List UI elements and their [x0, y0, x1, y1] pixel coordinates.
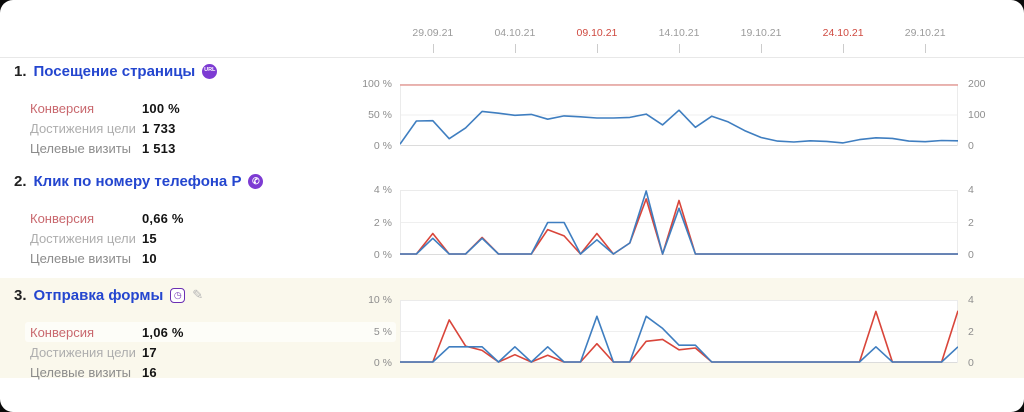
conversion-label: Конверсия	[30, 324, 95, 340]
chart-form-submit: 10 % 5 % 0 % 4 2 0	[368, 294, 974, 369]
target-visits-label: Целевые визиты	[30, 140, 132, 156]
goal-reaches-value: 1 733	[142, 120, 176, 136]
stat-row-goal-reaches: Достижения цели 15	[25, 228, 396, 248]
conversion-value: 0,66 %	[142, 210, 184, 226]
goal-title-link[interactable]: Клик по номеру телефона Р	[33, 172, 242, 190]
header-separator	[0, 57, 1024, 58]
goal-reaches-label: Достижения цели	[30, 120, 136, 136]
goal-stats: Конверсия 1,06 % Достижения цели 17 Целе…	[25, 322, 396, 382]
goal-number: 1.	[14, 62, 27, 80]
date-tick-mark	[925, 44, 927, 53]
date-tick-label: 24.10.21	[822, 27, 864, 39]
date-tick-label: 19.10.21	[740, 27, 782, 39]
goal-title-link[interactable]: Посещение страницы	[33, 62, 196, 80]
form-goal-icon: ◷	[170, 287, 186, 303]
goal-number: 2.	[14, 172, 27, 190]
right-axis-tick-label: 200	[968, 78, 986, 90]
right-axis-tick-label: 100	[968, 109, 986, 121]
target-visits-label: Целевые визиты	[30, 364, 132, 380]
stat-row-goal-reaches: Достижения цели 17	[25, 342, 396, 362]
right-axis-tick-label: 0	[968, 357, 974, 369]
right-axis-tick-label: 4	[968, 294, 974, 306]
chart-page-visit: 100 % 50 % 0 % 200 100 0	[362, 78, 985, 152]
series-visits-line	[400, 109, 958, 145]
target-visits-value: 10	[142, 250, 157, 266]
left-axis-tick-label: 5 %	[373, 325, 392, 338]
left-axis-tick-label: 4 %	[373, 184, 392, 196]
goal-title-link[interactable]: Отправка формы	[33, 286, 164, 304]
conversion-chart-svg	[400, 300, 958, 363]
date-tick-mark	[432, 44, 434, 53]
left-axis-tick-label: 100 %	[362, 78, 392, 90]
date-tick-mark	[514, 44, 516, 53]
left-axis-tick-label: 0 %	[373, 140, 392, 152]
left-axis-tick-label: 50 %	[368, 109, 392, 121]
goal-reaches-label: Достижения цели	[30, 230, 136, 246]
goal-row-3: 3. Отправка формы ◷ ✎ Конверсия 1,06 % Д…	[14, 284, 396, 382]
target-visits-value: 1 513	[142, 140, 176, 156]
goal-number: 3.	[14, 286, 27, 304]
goal-reaches-value: 17	[142, 344, 157, 360]
date-tick-label: 29.10.21	[904, 27, 946, 39]
left-axis-tick-label: 2 %	[373, 216, 392, 229]
date-tick-mark	[843, 44, 845, 53]
goal-reaches-label: Достижения цели	[30, 344, 136, 360]
left-axis-tick-label: 0 %	[373, 249, 392, 261]
stat-row-target-visits: Целевые визиты 1 513	[25, 138, 396, 158]
date-tick-label: 04.10.21	[494, 27, 536, 39]
conversion-chart-svg	[400, 84, 958, 146]
series-conversion-line	[400, 310, 958, 363]
right-axis-tick-label: 4	[968, 184, 974, 196]
goal-row-2: 2. Клик по номеру телефона Р ✆ Конверсия…	[14, 170, 396, 268]
date-tick-mark	[596, 44, 598, 53]
stat-row-goal-reaches: Достижения цели 1 733	[25, 118, 396, 138]
series-visits-line	[400, 190, 958, 255]
right-axis-tick-label: 2	[968, 216, 974, 229]
conversion-value: 100 %	[142, 100, 180, 116]
series-visits-line	[400, 315, 958, 363]
stat-row-conversion: Конверсия 0,66 %	[25, 208, 396, 228]
target-visits-value: 16	[142, 364, 157, 380]
stat-row-target-visits: Целевые визиты 16	[25, 362, 396, 382]
goal-stats: Конверсия 100 % Достижения цели 1 733 Це…	[30, 98, 396, 158]
goal-reaches-value: 15	[142, 230, 157, 246]
date-tick-mark	[679, 44, 680, 53]
url-goal-icon: URL	[202, 63, 218, 79]
target-visits-label: Целевые визиты	[30, 250, 132, 266]
stat-row-target-visits: Целевые визиты 10	[25, 248, 396, 268]
goal-row-1: 1. Посещение страницы URL Конверсия 100 …	[14, 60, 396, 158]
left-axis-tick-label: 0 %	[373, 357, 392, 369]
date-tick-label: 09.10.21	[576, 27, 618, 39]
stat-row-conversion: Конверсия 1,06 %	[25, 322, 396, 342]
conversion-chart-svg	[400, 190, 958, 255]
date-tick-mark	[761, 44, 763, 53]
chart-phone-click: 4 % 2 % 0 % 4 2 0	[374, 184, 974, 261]
edit-goal-icon[interactable]: ✎	[192, 287, 204, 302]
date-tick-label: 14.10.21	[658, 27, 700, 39]
goal-stats: Конверсия 0,66 % Достижения цели 15 Целе…	[30, 208, 396, 268]
conversion-value: 1,06 %	[142, 324, 184, 340]
conversion-label: Конверсия	[30, 100, 95, 116]
right-axis-tick-label: 0	[968, 140, 974, 152]
right-axis-tick-label: 2	[968, 325, 974, 338]
date-tick-label: 29.09.21	[412, 27, 454, 39]
phone-goal-icon: ✆	[248, 173, 264, 189]
left-axis-tick-label: 10 %	[368, 294, 392, 306]
stat-row-conversion: Конверсия 100 %	[25, 98, 396, 118]
conversion-label: Конверсия	[30, 210, 95, 226]
right-axis-tick-label: 0	[968, 249, 974, 261]
